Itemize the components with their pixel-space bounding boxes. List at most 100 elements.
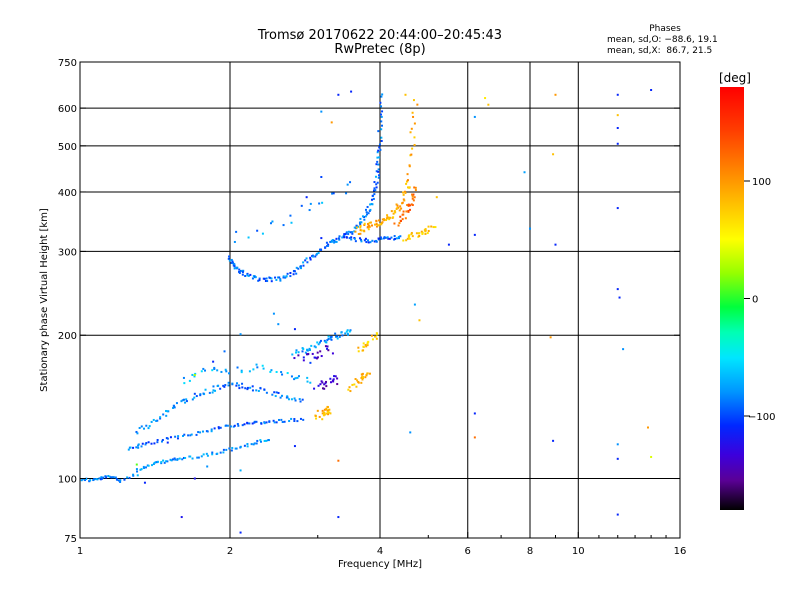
data-point [314, 255, 317, 258]
data-point [412, 115, 415, 118]
data-point [137, 444, 140, 447]
data-point [549, 336, 552, 339]
data-point [369, 203, 372, 206]
data-point [390, 210, 393, 213]
data-point [313, 387, 316, 390]
data-point [184, 401, 187, 404]
data-point [295, 349, 298, 352]
data-point [236, 382, 239, 385]
data-point [320, 110, 323, 113]
data-point [112, 476, 115, 479]
data-point [324, 246, 327, 249]
data-point [110, 476, 113, 479]
data-point [170, 459, 173, 462]
data-point [406, 237, 409, 240]
data-point [319, 350, 322, 353]
data-points [80, 88, 653, 534]
data-point [394, 237, 397, 240]
data-point [376, 151, 379, 154]
data-point [210, 430, 213, 433]
data-point [336, 383, 339, 386]
data-point [616, 142, 619, 145]
data-point [282, 224, 285, 227]
data-point [189, 455, 192, 458]
data-point [374, 189, 377, 192]
data-point [309, 381, 312, 384]
data-point [360, 240, 363, 243]
data-point [473, 233, 476, 236]
data-point [386, 236, 389, 239]
data-point [135, 463, 138, 466]
data-point [330, 338, 333, 341]
data-point [370, 334, 373, 337]
data-point [368, 372, 371, 375]
data-point [317, 384, 320, 387]
data-point [381, 93, 384, 96]
data-point [367, 241, 370, 244]
data-point [350, 236, 353, 239]
data-point [344, 332, 347, 335]
data-point [616, 457, 619, 460]
data-point [315, 357, 318, 360]
data-point [622, 348, 625, 351]
data-point [414, 189, 417, 192]
data-point [344, 233, 347, 236]
data-point [371, 194, 374, 197]
data-point [193, 375, 196, 378]
data-point [334, 375, 337, 378]
data-point [377, 176, 380, 179]
data-point [259, 439, 262, 442]
data-point [325, 341, 328, 344]
data-point [314, 346, 317, 349]
data-point [359, 238, 362, 241]
data-point [347, 388, 350, 391]
data-point [407, 186, 410, 189]
data-point [349, 231, 352, 234]
data-point [384, 236, 387, 239]
data-point [132, 446, 135, 449]
data-point [367, 224, 370, 227]
data-point [297, 354, 300, 357]
data-point [351, 383, 354, 386]
data-point [323, 339, 326, 342]
data-point [368, 225, 371, 228]
data-point [159, 417, 162, 420]
data-point [241, 273, 244, 276]
data-point [359, 217, 362, 220]
data-point [403, 190, 406, 193]
data-point [375, 219, 378, 222]
data-point [375, 332, 378, 335]
data-point [293, 357, 296, 360]
data-point [616, 207, 619, 210]
data-point [373, 189, 376, 192]
data-point [365, 211, 368, 214]
data-point [292, 273, 295, 276]
data-point [254, 276, 257, 279]
data-point [395, 207, 398, 210]
data-point [172, 404, 175, 407]
data-point [205, 452, 208, 455]
data-point [301, 350, 304, 353]
data-point [142, 427, 145, 430]
data-point [381, 110, 384, 113]
data-point [362, 375, 365, 378]
data-point [618, 296, 621, 299]
data-point [355, 385, 358, 388]
data-point [435, 196, 438, 199]
data-point [135, 446, 138, 449]
data-point [341, 236, 344, 239]
data-point [409, 204, 412, 207]
data-point [369, 241, 372, 244]
data-point [217, 426, 220, 429]
data-point [338, 238, 341, 241]
y-tick-label: 75 [64, 534, 77, 545]
data-point [371, 203, 374, 206]
data-point [397, 224, 400, 227]
data-point [195, 433, 198, 436]
data-point [357, 381, 360, 384]
data-point [379, 222, 382, 225]
data-point [378, 156, 381, 159]
data-point [373, 193, 376, 196]
data-point [326, 339, 329, 342]
data-point [362, 342, 365, 345]
